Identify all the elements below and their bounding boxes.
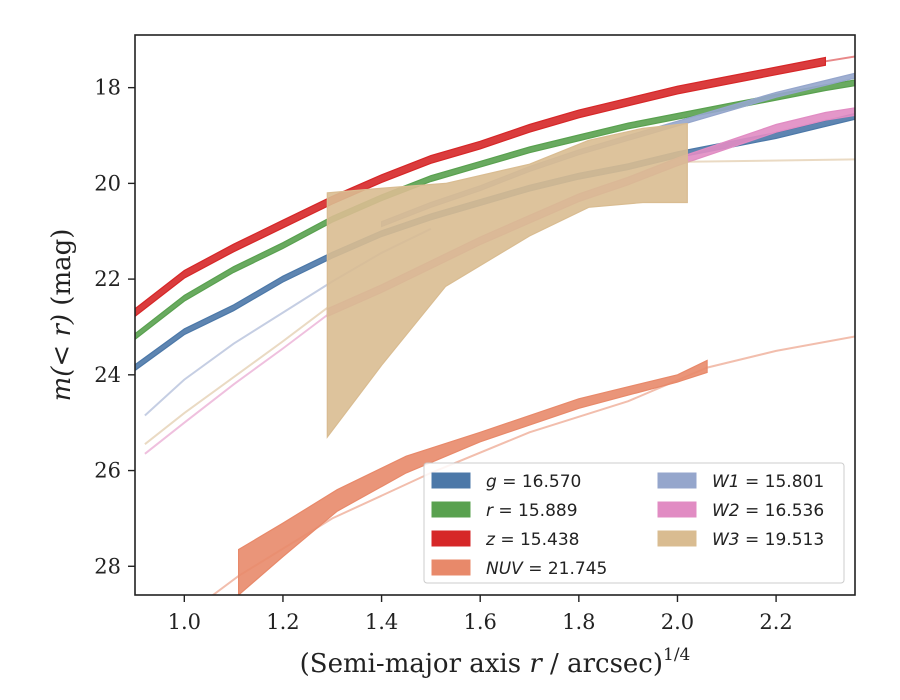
legend-swatch-g bbox=[431, 472, 471, 489]
legend-swatch-w1 bbox=[657, 472, 697, 489]
series-nuv bbox=[211, 335, 855, 595]
legend-label-w1: W1 = 15.801 bbox=[712, 472, 824, 492]
ticks-layer: 1.0 1.2 1.4 1.6 1.8 2.0 2.2 18 20 22 24 26 28 bbox=[94, 76, 793, 634]
legend-label-w2: W2 = 16.536 bbox=[712, 501, 824, 521]
x-tick-label: 1.2 bbox=[266, 610, 299, 634]
series-thin-line bbox=[687, 158, 855, 163]
legend-swatch-z bbox=[431, 530, 471, 547]
y-tick-label: 24 bbox=[94, 363, 121, 387]
x-tick-label: 2.2 bbox=[759, 610, 792, 634]
y-tick-label: 26 bbox=[94, 459, 121, 483]
x-tick-label: 1.6 bbox=[464, 610, 497, 634]
series-layer bbox=[135, 55, 855, 595]
legend-label-nuv: NUV = 21.745 bbox=[486, 559, 607, 579]
y-axis-title: m(< r) (mag) bbox=[47, 229, 77, 402]
y-tick-label: 18 bbox=[94, 76, 121, 100]
series-w3 bbox=[144, 122, 855, 445]
legend-swatch-w3 bbox=[657, 530, 697, 547]
y-tick-label: 20 bbox=[94, 171, 121, 195]
legend-label-w3: W3 = 19.513 bbox=[712, 530, 824, 550]
x-axis-title: (Semi-major axis r / arcsec)1/4 bbox=[300, 645, 691, 679]
legend-label-g: g = 16.570 bbox=[486, 472, 581, 492]
legend-box bbox=[423, 462, 845, 584]
legend-label-r: r = 15.889 bbox=[486, 501, 578, 521]
legend-label-z: z = 15.438 bbox=[485, 530, 579, 550]
series-thin-line bbox=[825, 55, 855, 63]
x-tick-label: 2.0 bbox=[661, 610, 694, 634]
legend-swatch-nuv bbox=[431, 559, 471, 576]
y-tick-label: 28 bbox=[94, 554, 121, 578]
y-tick-label: 22 bbox=[94, 267, 121, 291]
series-thin-line bbox=[144, 314, 328, 455]
series-band bbox=[238, 359, 708, 595]
plot-frame bbox=[134, 34, 856, 596]
x-tick-label: 1.0 bbox=[168, 610, 201, 634]
legend-swatch-r bbox=[431, 501, 471, 518]
series-thin-line bbox=[144, 307, 328, 445]
series-band bbox=[326, 122, 688, 439]
legend-swatch-w2 bbox=[657, 501, 697, 518]
x-tick-label: 1.8 bbox=[562, 610, 595, 634]
legend: g = 16.570 r = 15.889 z = 15.438 NUV = 21.7… bbox=[423, 462, 845, 584]
x-tick-label: 1.4 bbox=[365, 610, 398, 634]
